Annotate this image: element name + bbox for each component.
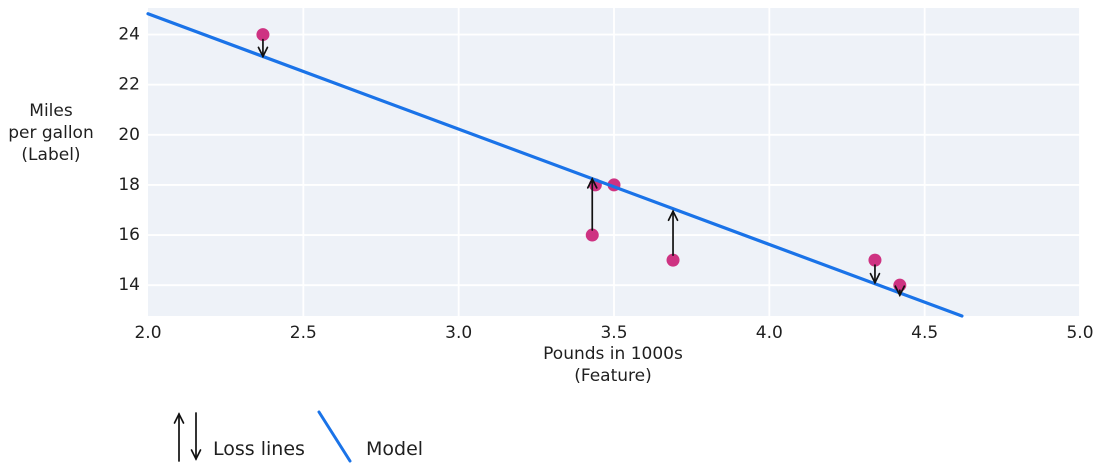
x-tick-label: 5.0 (1066, 323, 1093, 343)
x-tick-label: 2.0 (134, 323, 161, 343)
y-axis-label: (Label) (21, 145, 80, 165)
legend-loss-lines-label: Loss lines (213, 438, 305, 460)
data-point (256, 28, 270, 42)
x-tick-label: 2.5 (290, 323, 317, 343)
legend-model-label: Model (366, 438, 423, 460)
y-tick-label: 16 (118, 225, 140, 245)
loss-line (257, 38, 269, 59)
x-tick-label: 4.5 (911, 323, 938, 343)
y-tick-label: 24 (118, 25, 140, 45)
y-tick-label: 14 (118, 275, 140, 295)
x-axis-label: Pounds in 1000s (543, 344, 683, 364)
y-tick-label: 20 (118, 125, 140, 145)
x-tick-label: 3.0 (445, 323, 472, 343)
x-tick-label: 3.5 (600, 323, 627, 343)
legend-model-line-icon (317, 410, 352, 463)
y-tick-label: 18 (118, 175, 140, 195)
y-axis-label: per gallon (8, 123, 93, 143)
y-axis-label: Miles (29, 101, 73, 121)
data-point (868, 253, 882, 267)
loss-line (894, 285, 906, 298)
y-tick-label: 22 (118, 75, 140, 95)
legend-loss-down-arrow-icon (190, 412, 202, 461)
x-tick-label: 4.0 (756, 323, 783, 343)
loss-line (869, 264, 881, 285)
model-line (146, 12, 964, 318)
data-point (585, 228, 599, 242)
x-axis-label: (Feature) (574, 366, 652, 386)
loss-line (586, 177, 598, 231)
data-point (666, 253, 680, 267)
loss-line (667, 209, 679, 256)
legend-loss-up-arrow-icon (173, 412, 185, 462)
